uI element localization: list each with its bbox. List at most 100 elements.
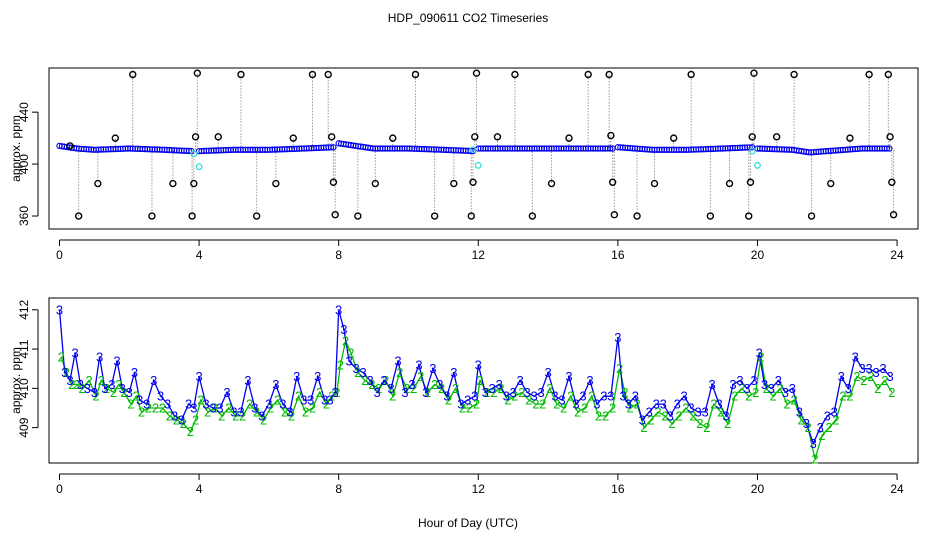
series-point-3: 3 <box>150 373 157 388</box>
series-point-3: 3 <box>450 365 457 380</box>
series-point-3: 3 <box>838 369 845 384</box>
series-point-2: 2 <box>138 404 145 419</box>
outlier-point <box>188 212 196 220</box>
series-point-2: 2 <box>497 381 504 396</box>
series-point-2: 2 <box>445 393 452 408</box>
series-point-3: 3 <box>845 381 852 396</box>
series-point-2: 2 <box>874 381 881 396</box>
outlier-point <box>547 179 556 188</box>
series-point-3: 3 <box>373 385 380 400</box>
series-point-2: 2 <box>710 397 717 412</box>
series-point-3: 3 <box>366 373 373 388</box>
series-point-2: 2 <box>832 412 839 427</box>
series-point-3: 3 <box>101 381 108 396</box>
series-point-2: 2 <box>133 389 140 404</box>
series-point-2: 2 <box>92 389 99 404</box>
series-point-3: 3 <box>530 389 537 404</box>
series-point-2: 2 <box>431 377 438 392</box>
series-point-2: 2 <box>120 385 127 400</box>
outlier-point <box>827 179 835 188</box>
cyan-point <box>474 161 482 169</box>
x-tick-label: 4 <box>196 248 203 262</box>
outlier-point <box>252 212 261 220</box>
outlier-point <box>169 179 177 188</box>
series-point-3: 3 <box>108 377 115 392</box>
outlier-point <box>430 212 439 220</box>
y-axis-title: approx. ppm <box>9 115 23 182</box>
series-point-2: 2 <box>396 365 403 380</box>
baseline-point <box>330 144 337 151</box>
series-point-2: 2 <box>668 416 675 431</box>
outlier-point <box>193 69 202 77</box>
series-point-3: 3 <box>579 389 586 404</box>
series-point-3: 3 <box>394 353 401 368</box>
series-point-3: 3 <box>667 408 674 423</box>
series-point-2: 2 <box>757 349 764 364</box>
series-point-3: 3 <box>722 408 729 423</box>
series-point-2: 2 <box>239 408 246 423</box>
x-tick-label: 24 <box>890 482 904 496</box>
x-axis-title: Hour of Day (UTC) <box>418 516 518 530</box>
series-point-3: 3 <box>279 397 286 412</box>
series-point-3: 3 <box>619 389 626 404</box>
series-point-2: 2 <box>770 389 777 404</box>
series-point-2: 2 <box>218 408 225 423</box>
outlier-point <box>472 69 481 77</box>
series-point-3: 3 <box>544 365 551 380</box>
series-point-2: 2 <box>595 408 602 423</box>
series-point-3: 3 <box>572 397 579 412</box>
series-point-2: 2 <box>68 377 75 392</box>
outlier-point <box>329 178 338 186</box>
series-point-3: 3 <box>782 385 789 400</box>
outlier-point <box>74 212 83 220</box>
series-point-2: 2 <box>361 373 368 388</box>
series-point-2: 2 <box>103 381 110 396</box>
series-point-3: 3 <box>143 397 150 412</box>
series-point-3: 3 <box>475 357 482 372</box>
series-point-2: 2 <box>354 365 361 380</box>
series-point-2: 2 <box>553 397 560 412</box>
series-point-3: 3 <box>164 397 171 412</box>
series-point-2: 2 <box>724 416 731 431</box>
outlier-point <box>748 133 756 141</box>
series-point-3: 3 <box>803 416 810 431</box>
outlier-point <box>129 70 137 79</box>
series-point-3: 3 <box>380 373 387 388</box>
outlier-point <box>493 133 502 141</box>
series-point-2: 2 <box>616 361 623 376</box>
series-point-3: 3 <box>286 404 293 419</box>
series-point-3: 3 <box>340 322 347 337</box>
series-point-3: 3 <box>258 408 265 423</box>
series-point-3: 3 <box>131 365 138 380</box>
series-point-2: 2 <box>867 369 874 384</box>
series-point-3: 3 <box>321 393 328 408</box>
series-point-3: 3 <box>625 397 632 412</box>
plot-frame <box>48 67 919 230</box>
outlier-point <box>331 211 339 219</box>
series-point-3: 3 <box>632 389 639 404</box>
outlier-point <box>607 131 615 140</box>
series-point-2: 2 <box>504 393 511 408</box>
series-point-3: 3 <box>91 385 98 400</box>
outlier-point <box>237 70 245 79</box>
series-point-2: 2 <box>853 369 860 384</box>
series-point-2: 2 <box>127 397 134 412</box>
outlier-point <box>289 134 297 142</box>
series-point-2: 2 <box>382 373 389 388</box>
y-tick-label: 410 <box>17 378 31 398</box>
series-point-2: 2 <box>295 389 302 404</box>
series-point-3: 3 <box>824 408 831 423</box>
series-point-3: 3 <box>761 377 768 392</box>
series-point-3: 3 <box>517 373 524 388</box>
cyan-point <box>469 146 477 154</box>
series-point-2: 2 <box>696 416 703 431</box>
series-point-3: 3 <box>653 397 660 412</box>
series-point-3: 3 <box>429 361 436 376</box>
series-point-2: 2 <box>588 389 595 404</box>
outlier-point <box>633 212 641 220</box>
outlier-point <box>745 212 753 220</box>
series-point-2: 2 <box>302 404 309 419</box>
outlier-point <box>450 179 458 188</box>
